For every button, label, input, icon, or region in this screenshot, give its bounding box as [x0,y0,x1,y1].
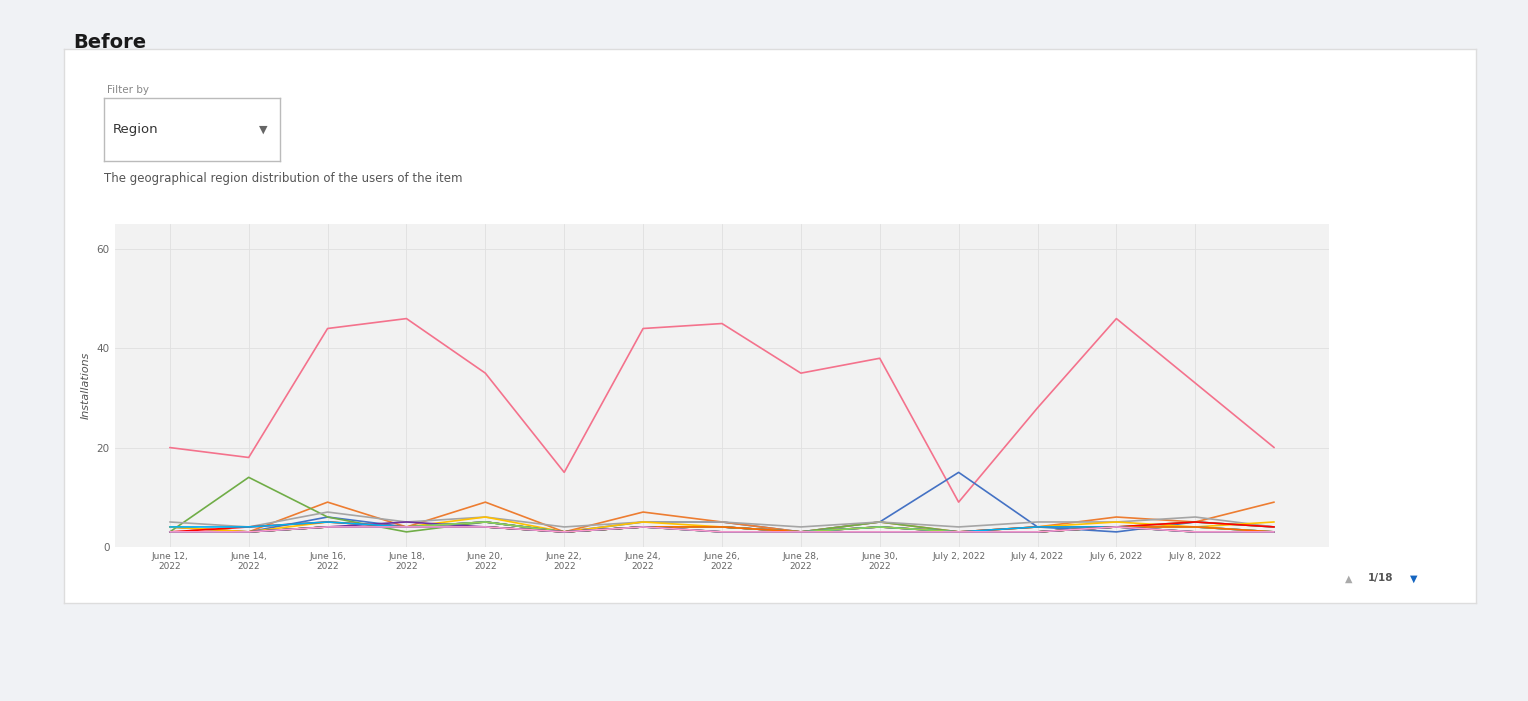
Text: Region: Region [113,123,159,136]
Text: ▼: ▼ [258,125,267,135]
Text: ▼: ▼ [1410,573,1418,583]
Text: Before: Before [73,32,147,52]
Text: Filter by: Filter by [107,85,148,95]
Text: ▲: ▲ [1345,573,1352,583]
Text: The geographical region distribution of the users of the item: The geographical region distribution of … [104,172,463,185]
Text: 1/18: 1/18 [1368,573,1394,583]
Y-axis label: Installations: Installations [81,352,92,419]
